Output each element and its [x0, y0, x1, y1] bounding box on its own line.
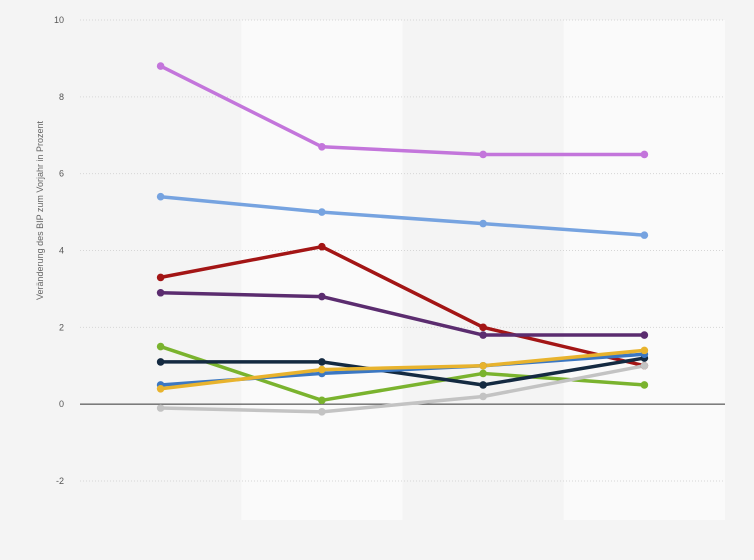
- data-point[interactable]: [479, 219, 487, 228]
- category-band: [563, 20, 725, 520]
- data-point[interactable]: [156, 288, 165, 297]
- data-point[interactable]: [318, 142, 326, 151]
- data-point[interactable]: [479, 150, 487, 159]
- data-point[interactable]: [479, 369, 487, 378]
- plot-bands: [80, 20, 725, 520]
- data-point[interactable]: [479, 323, 487, 332]
- y-tick-labels: -2 0 2 4 6 8 10: [54, 15, 64, 486]
- y-tick-label: -2: [56, 476, 64, 486]
- data-point[interactable]: [318, 208, 326, 216]
- series-line-6: [158, 356, 647, 387]
- y-tick-label: 0: [59, 399, 64, 409]
- data-point[interactable]: [640, 331, 649, 339]
- data-point[interactable]: [640, 150, 649, 159]
- data-point[interactable]: [640, 381, 649, 389]
- gridlines: [80, 19, 725, 482]
- data-point[interactable]: [156, 385, 165, 393]
- data-point[interactable]: [156, 273, 165, 282]
- data-point[interactable]: [318, 408, 326, 416]
- data-point[interactable]: [156, 192, 165, 201]
- series-line-3: [158, 244, 647, 368]
- series-points: [156, 62, 649, 416]
- y-tick-label: 4: [59, 246, 64, 256]
- data-point[interactable]: [156, 358, 165, 366]
- data-point[interactable]: [318, 242, 326, 251]
- data-point[interactable]: [479, 392, 487, 401]
- data-point[interactable]: [318, 365, 326, 374]
- data-point[interactable]: [640, 346, 649, 355]
- series-line-8: [158, 348, 647, 391]
- data-point[interactable]: [318, 292, 326, 301]
- data-point[interactable]: [640, 231, 649, 239]
- series-line-4: [158, 291, 647, 337]
- y-tick-label: 8: [59, 92, 64, 102]
- data-point[interactable]: [640, 361, 649, 370]
- y-tick-label: 2: [59, 322, 64, 332]
- category-band: [80, 20, 242, 520]
- series-line-5: [158, 344, 647, 403]
- data-point[interactable]: [479, 361, 487, 370]
- series-line-9: [158, 364, 647, 414]
- y-tick-label: 10: [54, 15, 64, 25]
- series-lines: [158, 64, 647, 414]
- data-point[interactable]: [479, 331, 487, 339]
- data-point[interactable]: [479, 381, 487, 389]
- data-point[interactable]: [156, 62, 165, 70]
- category-band: [402, 20, 564, 520]
- data-point[interactable]: [156, 342, 165, 351]
- series-line-2: [158, 194, 647, 237]
- data-point[interactable]: [318, 396, 326, 405]
- series-line-1: [158, 64, 647, 157]
- y-axis-title: Veränderung des BIP zum Vorjahr in Proze…: [35, 121, 45, 300]
- category-band: [241, 20, 403, 520]
- y-tick-label: 6: [59, 169, 64, 179]
- data-point[interactable]: [318, 358, 326, 366]
- data-point[interactable]: [156, 404, 165, 412]
